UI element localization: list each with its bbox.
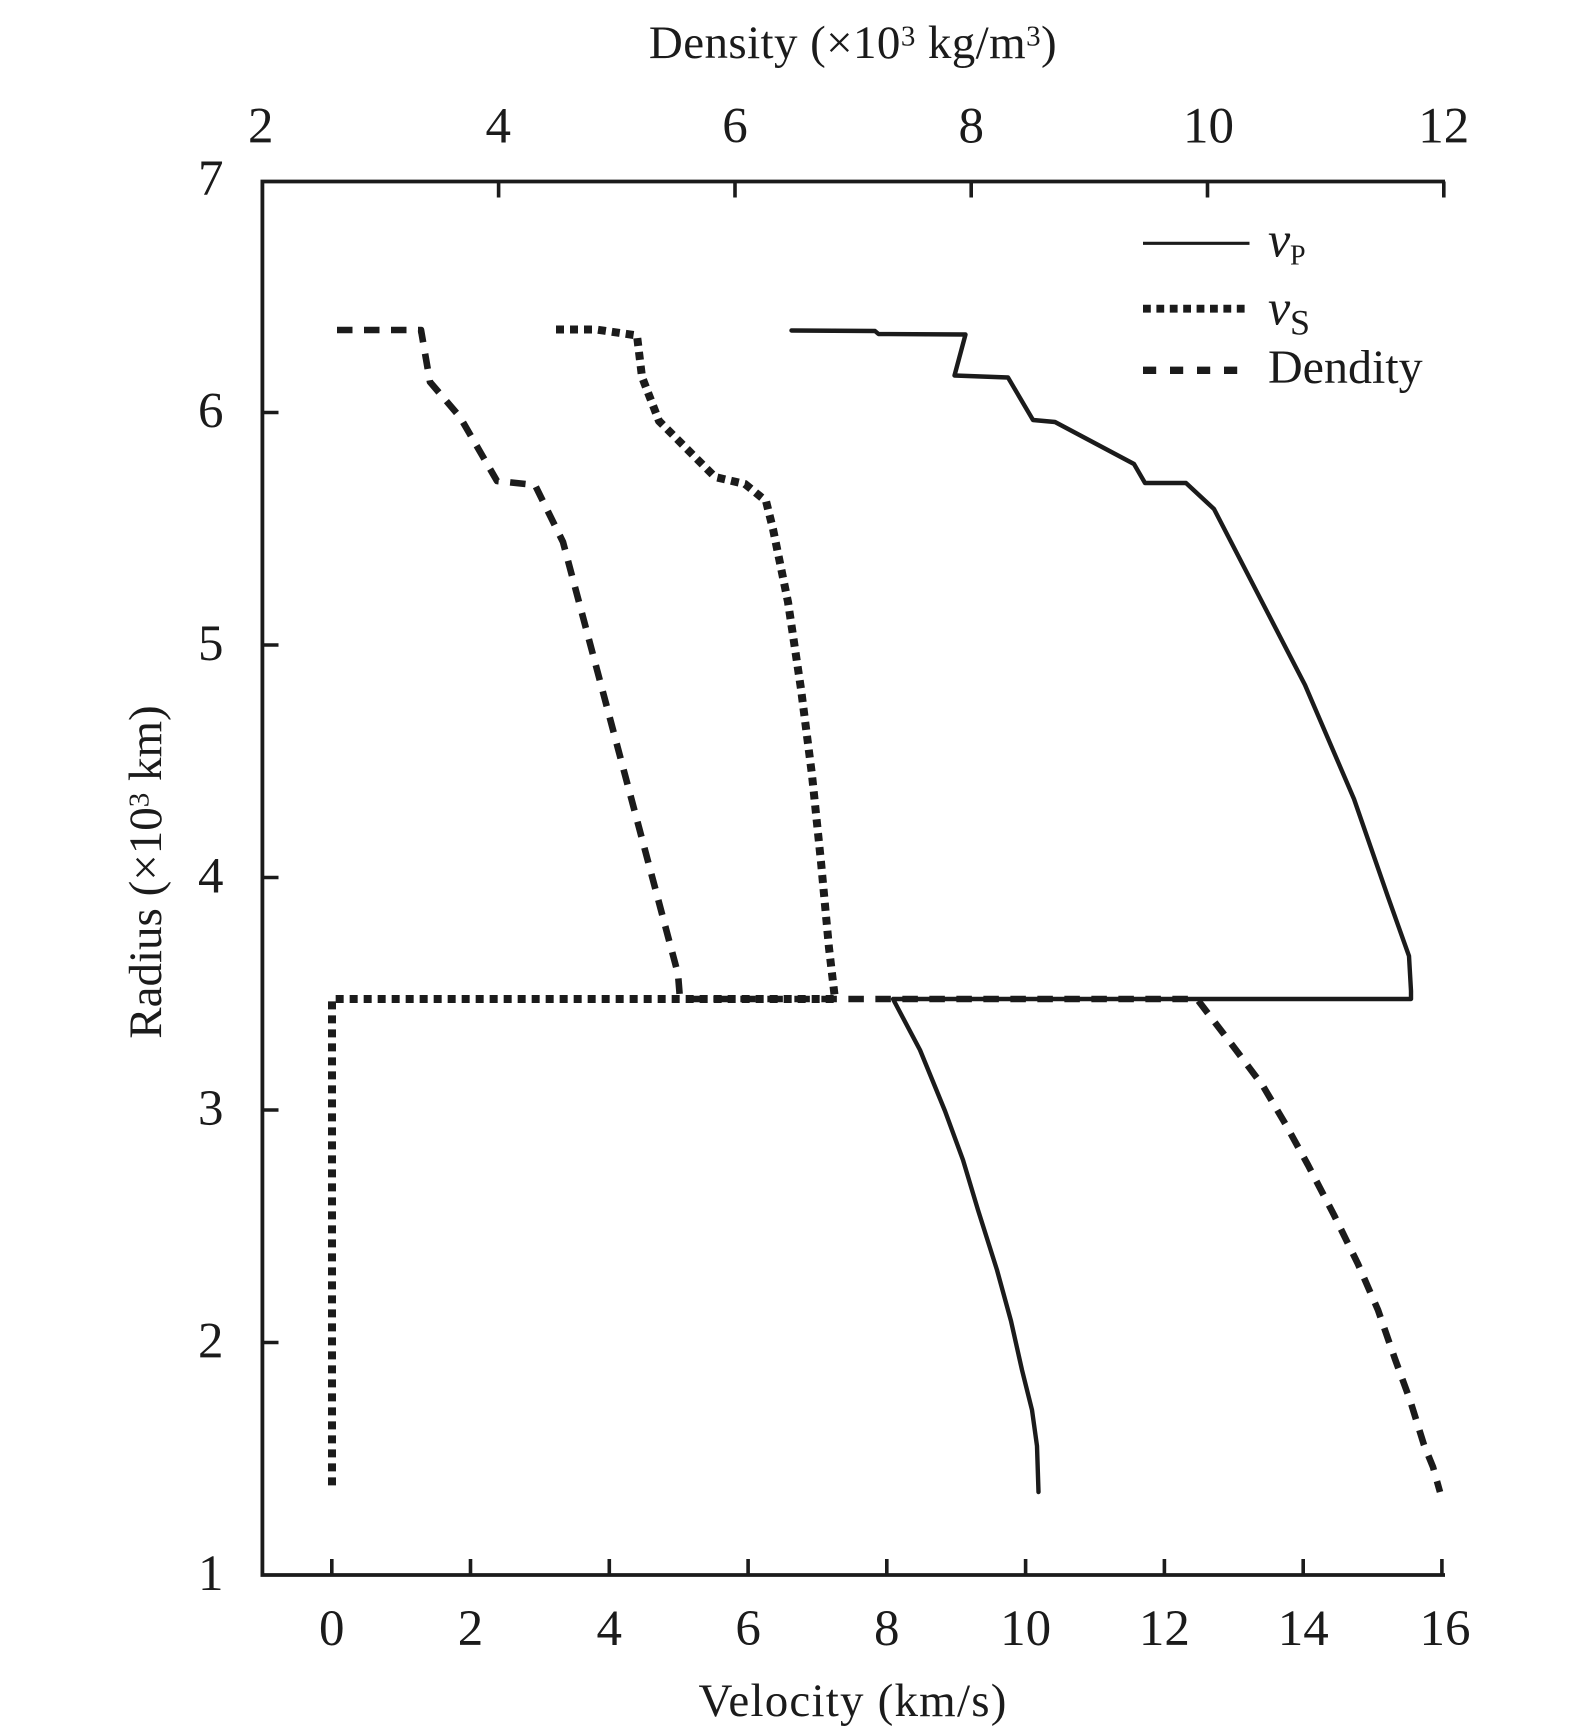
- svg-text:2: 2: [198, 1314, 224, 1370]
- svg-text:8: 8: [874, 1601, 900, 1657]
- svg-text:12: 12: [1139, 1601, 1190, 1657]
- svg-text:6: 6: [735, 1601, 761, 1657]
- svg-text:4: 4: [597, 1601, 623, 1657]
- svg-text:10: 10: [1183, 99, 1234, 155]
- svg-text:P: P: [1290, 241, 1306, 272]
- svg-text:12: 12: [1418, 99, 1469, 155]
- svg-text:14: 14: [1278, 1601, 1329, 1657]
- svg-text:v: v: [1268, 279, 1291, 335]
- svg-text:1: 1: [198, 1546, 224, 1602]
- svg-text:6: 6: [722, 99, 748, 155]
- svg-text:5: 5: [198, 616, 224, 672]
- svg-text:7: 7: [198, 151, 224, 207]
- svg-text:Radius (×103 km): Radius (×103 km): [120, 705, 172, 1038]
- svg-text:16: 16: [1420, 1601, 1471, 1657]
- svg-text:Velocity (km/s): Velocity (km/s): [698, 1675, 1007, 1727]
- svg-text:v: v: [1268, 212, 1291, 268]
- svg-text:0: 0: [319, 1601, 345, 1657]
- svg-text:4: 4: [486, 99, 512, 155]
- svg-text:10: 10: [1000, 1601, 1051, 1657]
- svg-text:2: 2: [248, 99, 274, 155]
- svg-text:2: 2: [458, 1601, 484, 1657]
- svg-text:3: 3: [198, 1081, 224, 1137]
- svg-text:Density (×103 kg/m3): Density (×103 kg/m3): [649, 17, 1057, 69]
- svg-text:S: S: [1290, 303, 1310, 343]
- svg-text:6: 6: [198, 384, 224, 440]
- svg-text:8: 8: [958, 99, 984, 155]
- svg-text:4: 4: [198, 849, 224, 905]
- svg-text:Dendity: Dendity: [1268, 341, 1423, 394]
